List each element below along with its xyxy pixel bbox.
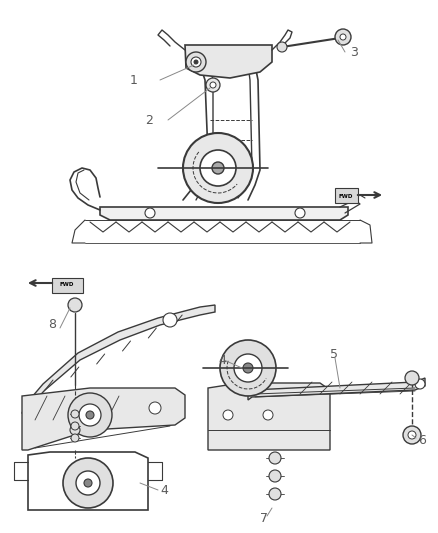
Polygon shape bbox=[22, 388, 185, 450]
Text: FWD: FWD bbox=[339, 193, 353, 198]
Circle shape bbox=[76, 471, 100, 495]
Circle shape bbox=[269, 470, 281, 482]
Circle shape bbox=[223, 410, 233, 420]
Circle shape bbox=[68, 298, 82, 312]
Text: 4: 4 bbox=[160, 483, 168, 497]
Polygon shape bbox=[248, 378, 425, 400]
Text: 8: 8 bbox=[48, 319, 56, 332]
Polygon shape bbox=[208, 383, 330, 450]
Circle shape bbox=[68, 393, 112, 437]
Circle shape bbox=[145, 208, 155, 218]
Circle shape bbox=[243, 363, 253, 373]
Circle shape bbox=[210, 82, 216, 88]
Circle shape bbox=[220, 340, 276, 396]
Circle shape bbox=[183, 133, 253, 203]
Polygon shape bbox=[100, 207, 348, 220]
Circle shape bbox=[63, 458, 113, 508]
Circle shape bbox=[71, 410, 79, 418]
Circle shape bbox=[277, 42, 287, 52]
Circle shape bbox=[340, 34, 346, 40]
Circle shape bbox=[269, 452, 281, 464]
Circle shape bbox=[70, 425, 80, 435]
Text: FWD: FWD bbox=[60, 282, 74, 287]
Circle shape bbox=[408, 431, 416, 439]
Text: 3: 3 bbox=[350, 45, 358, 59]
Circle shape bbox=[403, 426, 421, 444]
Circle shape bbox=[86, 411, 94, 419]
Circle shape bbox=[335, 29, 351, 45]
Circle shape bbox=[200, 150, 236, 186]
Circle shape bbox=[234, 354, 262, 382]
Circle shape bbox=[206, 78, 220, 92]
Circle shape bbox=[71, 434, 79, 442]
Circle shape bbox=[212, 162, 224, 174]
Polygon shape bbox=[185, 45, 272, 78]
Circle shape bbox=[405, 371, 419, 385]
Circle shape bbox=[149, 402, 161, 414]
Polygon shape bbox=[22, 305, 215, 415]
Circle shape bbox=[186, 52, 206, 72]
Circle shape bbox=[415, 379, 425, 389]
Text: 6: 6 bbox=[418, 433, 426, 447]
Polygon shape bbox=[28, 452, 148, 510]
Text: 2: 2 bbox=[145, 114, 153, 126]
Text: 7: 7 bbox=[260, 512, 268, 524]
Circle shape bbox=[295, 208, 305, 218]
Text: 1: 1 bbox=[130, 74, 138, 86]
Circle shape bbox=[71, 422, 79, 430]
FancyBboxPatch shape bbox=[52, 278, 82, 293]
Circle shape bbox=[269, 488, 281, 500]
Circle shape bbox=[163, 313, 177, 327]
Text: 5: 5 bbox=[330, 349, 338, 361]
Circle shape bbox=[84, 479, 92, 487]
Circle shape bbox=[191, 57, 201, 67]
Circle shape bbox=[194, 60, 198, 64]
Circle shape bbox=[79, 404, 101, 426]
Circle shape bbox=[263, 410, 273, 420]
Text: 4: 4 bbox=[218, 353, 226, 367]
FancyBboxPatch shape bbox=[335, 188, 357, 203]
